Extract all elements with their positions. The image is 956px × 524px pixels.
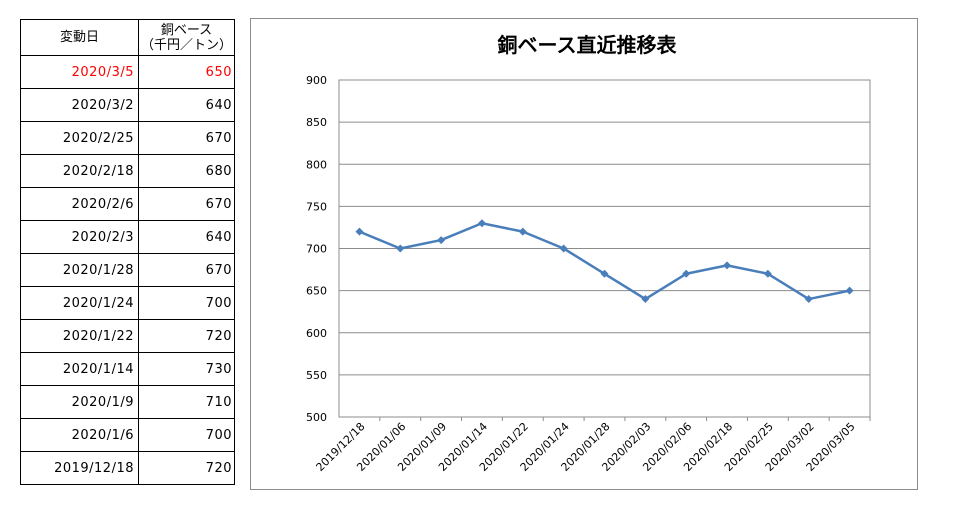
- cell-date: 2020/3/2: [20, 88, 139, 122]
- y-tick-label: 800: [306, 158, 327, 171]
- data-point: [477, 219, 486, 228]
- y-tick-label: 850: [306, 116, 327, 129]
- data-point: [682, 269, 691, 278]
- y-tick-label: 700: [306, 243, 327, 256]
- data-point: [641, 295, 650, 304]
- plot-area-border: [338, 79, 871, 418]
- chart-area: 銅ベース直近推移表 500 550 600 650 700 750 800 850 900 20…: [250, 18, 918, 490]
- header-price-line2: （千円／トン）: [140, 37, 232, 53]
- cell-price: 670: [138, 187, 235, 221]
- cell-date: 2019/12/18: [20, 451, 139, 485]
- y-tick-label: 650: [306, 285, 327, 298]
- table-row: 2020/1/22 720: [20, 319, 235, 353]
- cell-price: 640: [138, 88, 235, 122]
- cell-date: 2020/2/18: [20, 154, 139, 188]
- data-point: [518, 227, 527, 236]
- table-row: 2020/1/28 670: [20, 253, 235, 287]
- cell-date: 2020/1/24: [20, 286, 139, 320]
- table-body: 2020/3/5 650 2020/3/2 640 2020/2/25 670 2020/2…: [20, 55, 235, 485]
- y-tick-label: 900: [306, 74, 327, 87]
- cell-price: 650: [138, 55, 235, 89]
- chart-title: 銅ベース直近推移表: [498, 33, 678, 57]
- grid-lines: [338, 79, 871, 418]
- line-chart: 銅ベース直近推移表 500 550 600 650 700 750 800 850 900 20…: [306, 33, 871, 474]
- y-tick-label: 750: [306, 200, 327, 213]
- cell-date: 2020/1/14: [20, 352, 139, 386]
- table-row: 2020/2/25 670: [20, 121, 235, 155]
- cell-price: 680: [138, 154, 235, 188]
- table-row: 2020/2/3 640: [20, 220, 235, 254]
- y-tick-label: 550: [306, 369, 327, 382]
- data-point: [763, 269, 772, 278]
- y-axis-ticks: 500 550 600 650 700 750 800 850 900: [306, 74, 327, 424]
- table-row: 2020/3/2 640: [20, 88, 235, 122]
- cell-date: 2020/2/3: [20, 220, 139, 254]
- cell-date: 2020/1/22: [20, 319, 139, 353]
- cell-price: 670: [138, 253, 235, 287]
- cell-price: 640: [138, 220, 235, 254]
- table-row: 2020/3/5 650: [20, 55, 235, 89]
- cell-date: 2020/1/6: [20, 418, 139, 452]
- series-line: [358, 221, 850, 301]
- table-row: 2020/2/6 670: [20, 187, 235, 221]
- cell-price: 720: [138, 319, 235, 353]
- x-axis-ticks: 2019/12/182020/01/062020/01/092020/01/14…: [314, 417, 871, 474]
- data-point: [396, 244, 405, 253]
- table-row: 2020/1/14 730: [20, 352, 235, 386]
- header-price-line1: 銅ベース: [160, 22, 213, 38]
- cell-date: 2020/2/25: [20, 121, 139, 155]
- series-layer: [355, 219, 854, 304]
- data-point: [355, 227, 364, 236]
- table-row: 2020/2/18 680: [20, 154, 235, 188]
- data-point: [845, 286, 854, 295]
- price-table: 変動日 銅ベース （千円／トン） 2020/3/5 650 2020/3/2 640 2…: [20, 19, 235, 485]
- data-point: [559, 244, 568, 253]
- cell-price: 730: [138, 352, 235, 386]
- table-row: 2019/12/18 720: [20, 451, 235, 485]
- data-point: [437, 236, 446, 245]
- cell-price: 670: [138, 121, 235, 155]
- data-point: [804, 295, 813, 304]
- header-date: 変動日: [20, 19, 139, 56]
- cell-date: 2020/3/5: [20, 55, 139, 89]
- table-row: 2020/1/9 710: [20, 385, 235, 419]
- cell-date: 2020/2/6: [20, 187, 139, 221]
- y-tick-label: 600: [306, 327, 327, 340]
- cell-price: 700: [138, 418, 235, 452]
- y-tick-label: 500: [306, 411, 327, 424]
- data-point: [600, 269, 609, 278]
- data-point: [723, 261, 732, 270]
- cell-price: 710: [138, 385, 235, 419]
- table-header-row: 変動日 銅ベース （千円／トン）: [20, 19, 235, 56]
- cell-price: 700: [138, 286, 235, 320]
- cell-date: 2020/1/28: [20, 253, 139, 287]
- cell-date: 2020/1/9: [20, 385, 139, 419]
- table-row: 2020/1/24 700: [20, 286, 235, 320]
- cell-price: 720: [138, 451, 235, 485]
- table-row: 2020/1/6 700: [20, 418, 235, 452]
- header-price: 銅ベース （千円／トン）: [138, 19, 235, 56]
